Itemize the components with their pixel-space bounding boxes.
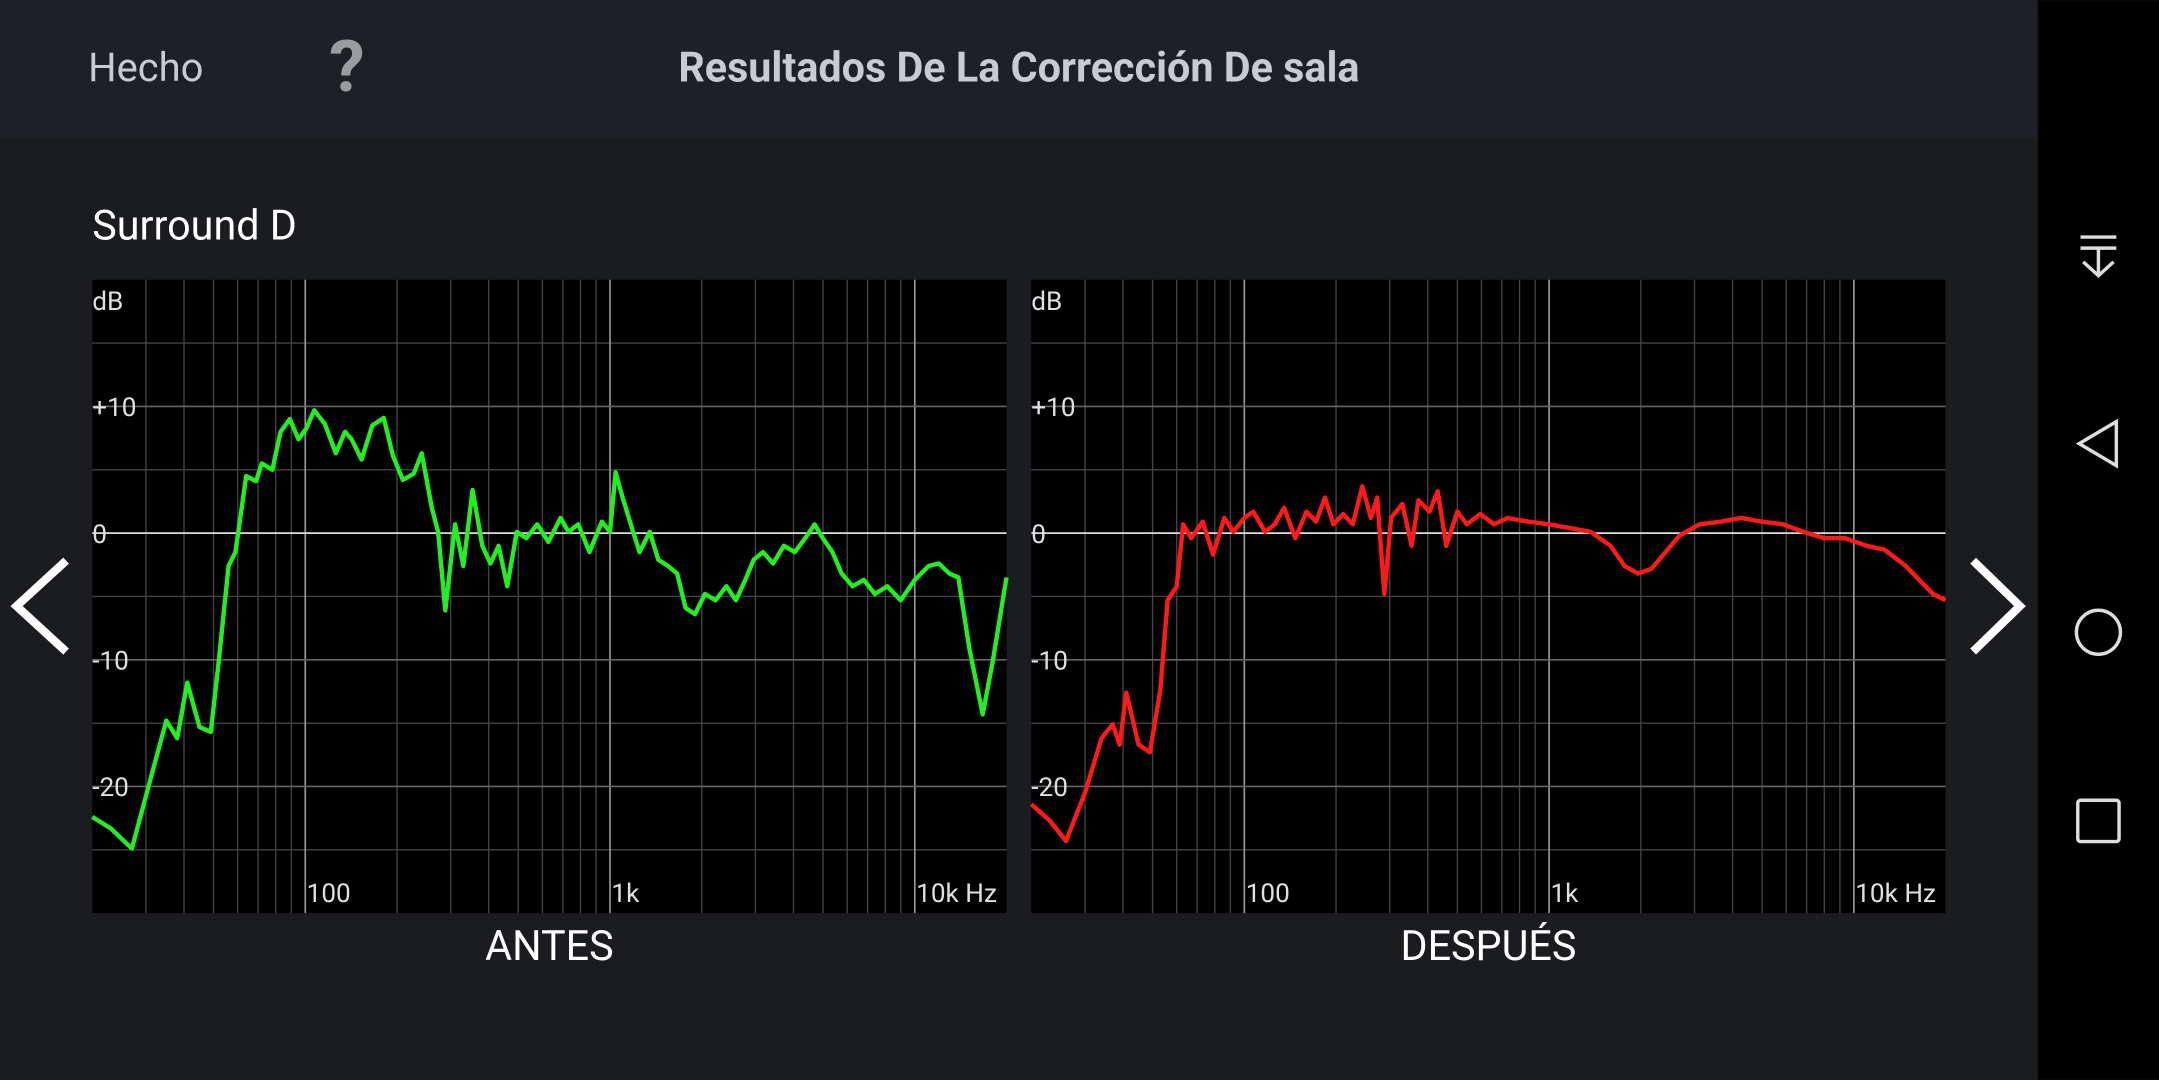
back-button[interactable] — [2075, 418, 2119, 469]
help-button[interactable]: ? — [329, 26, 365, 109]
channel-name: Surround D — [92, 203, 297, 251]
response-curve — [91, 408, 1009, 851]
nav-bar — [2037, 0, 2159, 1080]
y-tick-label: -10 — [1031, 646, 1068, 676]
y-tick-label: -10 — [92, 646, 129, 676]
x-tick-label: 1k — [1550, 879, 1579, 909]
notification-toggle[interactable] — [2080, 235, 2117, 278]
recents-button[interactable] — [2076, 798, 2121, 844]
page-title: Resultados De La Corrección De sala — [678, 44, 1359, 92]
response-curve — [1029, 484, 1947, 844]
x-tick-label: 10k Hz — [1855, 879, 1936, 909]
chart-caption: ANTES — [485, 923, 613, 971]
y-axis-label: dB — [1031, 287, 1062, 317]
home-button[interactable] — [2074, 608, 2123, 657]
y-tick-label: -20 — [92, 773, 129, 803]
nav-icons — [2074, 235, 2123, 844]
y-tick-label: +10 — [1031, 393, 1075, 423]
y-axis-label: dB — [92, 287, 123, 317]
prev-arrow[interactable] — [10, 557, 69, 655]
y-tick-label: +10 — [92, 393, 136, 423]
x-tick-label: 1k — [611, 879, 640, 909]
next-arrow[interactable] — [1970, 557, 2026, 655]
chart: 100 1k 10k Hz +10 0 -10 -20 dB DESPUÉS — [1029, 279, 1947, 971]
top-bar — [0, 0, 2038, 138]
x-tick-label: 100 — [307, 879, 351, 909]
done-button[interactable]: Hecho — [88, 44, 203, 91]
x-tick-label: 10k Hz — [916, 879, 997, 909]
y-tick-label: 0 — [92, 520, 107, 550]
y-tick-label: 0 — [1031, 520, 1046, 550]
chart-caption: DESPUÉS — [1400, 923, 1576, 971]
y-tick-label: -20 — [1031, 773, 1068, 803]
x-tick-label: 100 — [1246, 879, 1290, 909]
chart: 100 1k 10k Hz +10 0 -10 -20 dB ANTES — [91, 279, 1009, 971]
